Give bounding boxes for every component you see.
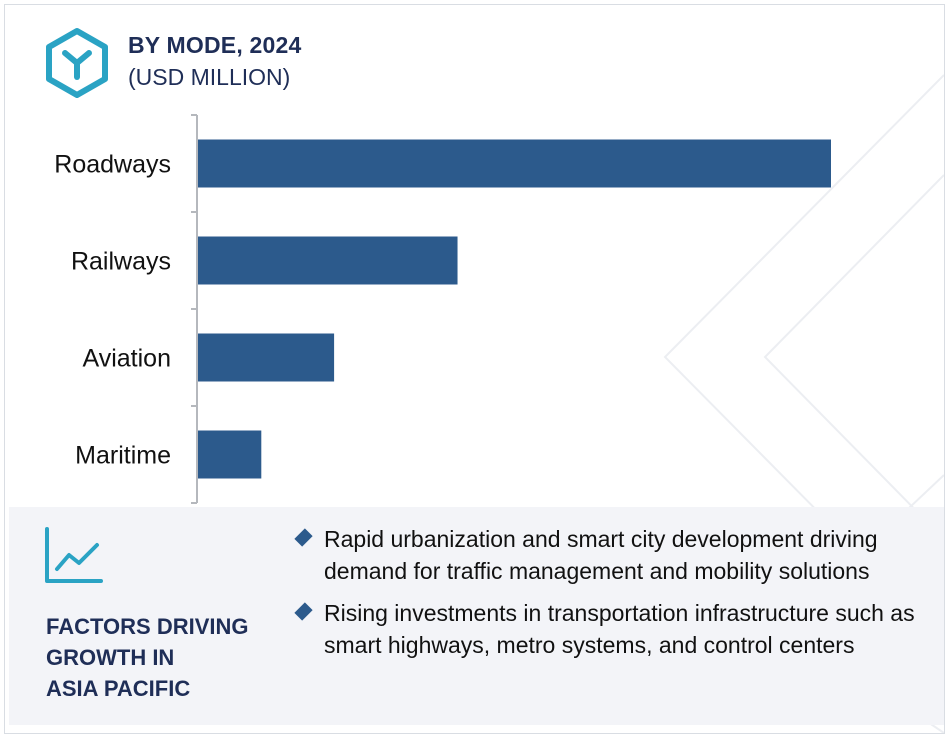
factor-item-text: Rapid urbanization and smart city develo… — [324, 526, 878, 584]
diamond-bullet-icon — [294, 528, 313, 547]
factor-item-text: Rising investments in transportation inf… — [324, 600, 915, 658]
factor-item: Rapid urbanization and smart city develo… — [294, 523, 934, 587]
chart-title: BY MODE, 2024 — [128, 32, 302, 58]
line-chart-trend-icon — [45, 527, 103, 583]
factors-heading: FACTORS DRIVING GROWTH IN ASIA PACIFIC — [46, 611, 276, 704]
chart-subtitle: (USD MILLION) — [128, 64, 291, 90]
factors-list: Rapid urbanization and smart city develo… — [294, 523, 934, 671]
bar-chart: Roadways Railways Aviation Maritime — [54, 114, 831, 504]
bar-railways — [198, 236, 458, 285]
factor-item: Rising investments in transportation inf… — [294, 597, 934, 661]
bar-aviation — [198, 333, 335, 382]
infographic-frame: BY MODE, 2024 (USD MILLION) Roadways Rail… — [4, 4, 945, 734]
factors-heading-line-3: ASIA PACIFIC — [46, 676, 191, 701]
category-label-maritime: Maritime — [75, 442, 171, 470]
category-label-aviation: Aviation — [83, 345, 172, 373]
factors-panel: FACTORS DRIVING GROWTH IN ASIA PACIFIC R… — [9, 507, 944, 725]
category-label-roadways: Roadways — [54, 151, 171, 179]
bar-roadways — [198, 139, 831, 188]
hexagon-y-logo-icon — [46, 28, 108, 98]
category-label-railways: Railways — [71, 248, 171, 276]
diamond-bullet-icon — [294, 602, 313, 621]
factors-heading-line-2: GROWTH IN — [46, 645, 175, 670]
factors-heading-line-1: FACTORS DRIVING — [46, 614, 249, 639]
bar-maritime — [198, 430, 262, 479]
